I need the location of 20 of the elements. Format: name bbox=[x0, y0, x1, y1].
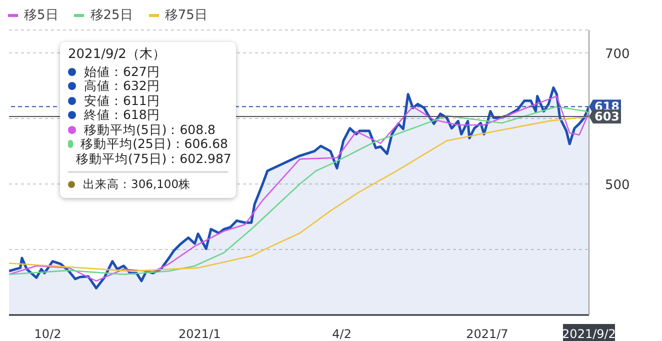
annotation: 高値：632円 bbox=[84, 78, 160, 94]
y-tick-label: 700 bbox=[605, 46, 630, 62]
x-tick-label: 2021/1 bbox=[178, 327, 221, 341]
annotation: 安値：611円 bbox=[84, 92, 160, 108]
annotation: 移動平均(5日)：608.8 bbox=[84, 122, 216, 137]
x-tick-label: 2021/9/2 bbox=[562, 327, 616, 341]
annotation: 終値：618円 bbox=[84, 107, 160, 122]
x-tick-label: 10/2 bbox=[34, 327, 62, 341]
annotation: 2021/9/2（木） bbox=[68, 47, 166, 62]
annotation: 移動平均(25日)：606.68 bbox=[80, 136, 228, 152]
x-tick-label: 4/2 bbox=[332, 327, 352, 341]
legend-label: 移5日 bbox=[24, 7, 58, 24]
ref-line-label: 603 bbox=[594, 109, 620, 124]
legend-label: 移75日 bbox=[164, 7, 208, 24]
x-tick-label: 2021/7 bbox=[466, 327, 508, 341]
annotation: 始値：627円 bbox=[84, 64, 160, 79]
y-tick-label: 500 bbox=[605, 178, 630, 193]
annotation: 出来高：306,100株 bbox=[83, 177, 191, 192]
annotation: 移動平均(75日)：602.987 bbox=[76, 150, 232, 166]
legend-label: 移25日 bbox=[90, 7, 133, 24]
